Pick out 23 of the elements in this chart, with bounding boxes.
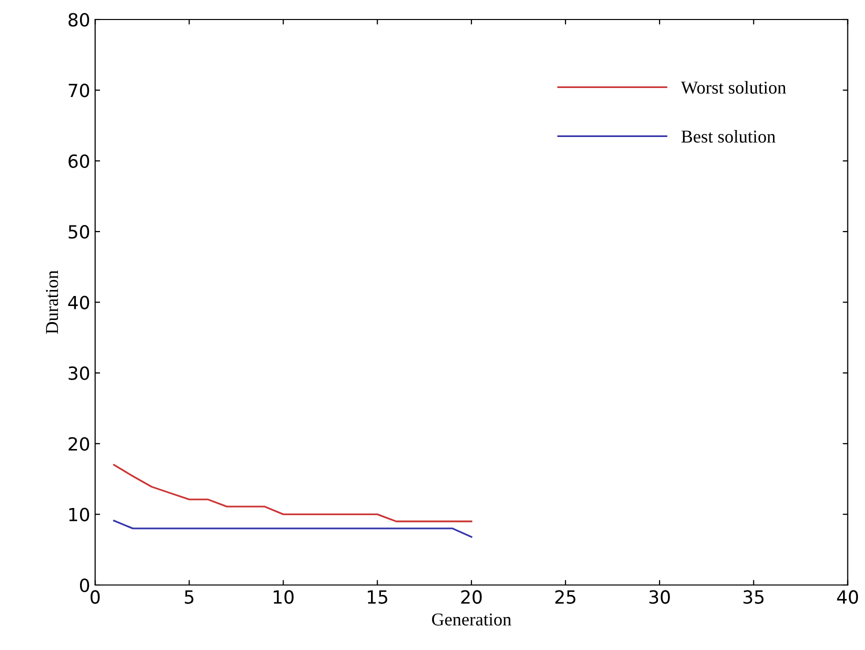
x-tick-label: 10 (274, 590, 294, 604)
x-tick-label: 25 (555, 590, 576, 604)
text: Best solution (681, 130, 776, 143)
y-axis-title: Duration (46, 270, 58, 334)
y-tick-label: 80 (68, 12, 90, 27)
x-tick-label: 20 (461, 590, 482, 604)
x-axis-title: Generation (432, 613, 512, 626)
text: Worst solution (680, 81, 786, 94)
y-tick-label: 60 (68, 154, 90, 168)
x-tick-label: 0 (90, 590, 100, 604)
y-tick-label: 50 (68, 225, 90, 239)
x-tick-label: 5 (184, 590, 194, 604)
x-tick-label: 35 (744, 590, 764, 604)
y-tick-label: 0 (80, 578, 90, 592)
y-tick-label: 30 (68, 366, 90, 380)
x-tick-label: 30 (649, 590, 670, 604)
line-series (113, 464, 472, 522)
y-tick-label: 40 (68, 296, 90, 310)
x-tick-label: 15 (368, 590, 388, 604)
y-tick-label: 20 (68, 437, 90, 451)
y-tick-label: 70 (68, 84, 90, 98)
x-tick-label: 40 (837, 590, 858, 604)
y-tick-label: 10 (69, 508, 90, 522)
